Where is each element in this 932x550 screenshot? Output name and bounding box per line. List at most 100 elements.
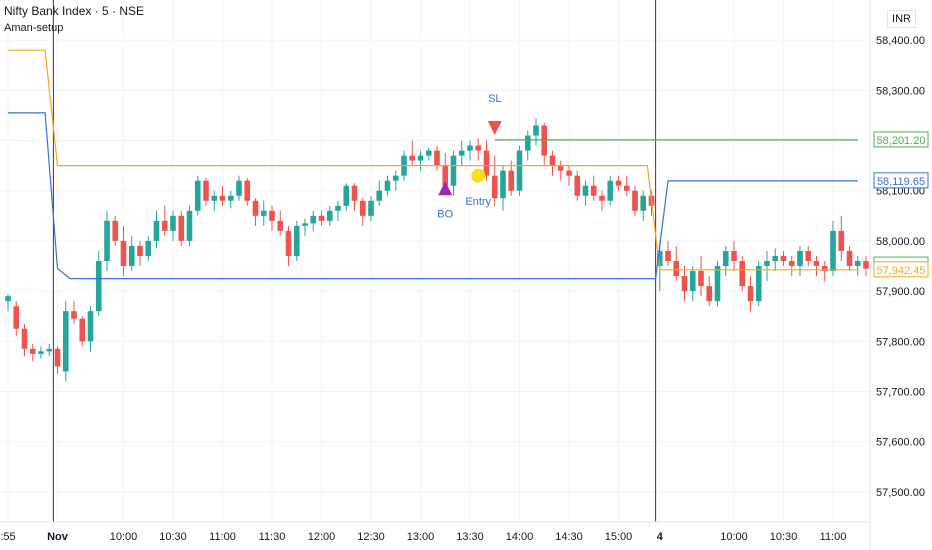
candle-body (417, 155, 424, 161)
candle-body (582, 185, 589, 196)
candle (244, 178, 251, 206)
candle (681, 266, 688, 302)
candle (368, 195, 374, 221)
candle (500, 165, 506, 211)
candle-body (442, 165, 449, 186)
candle-body (145, 240, 152, 256)
candle-body (698, 271, 704, 287)
candle-body (5, 296, 11, 302)
candle-body (491, 175, 498, 199)
x-tick-label: 11:00 (820, 531, 847, 543)
candle (706, 276, 713, 307)
candle-body (665, 250, 671, 261)
x-tick-label: 12:30 (357, 531, 385, 543)
candle (211, 190, 218, 211)
candle-body (516, 150, 523, 191)
candle (772, 248, 779, 272)
price-label-text: 58,201.20 (877, 135, 926, 147)
candle (293, 220, 300, 261)
candle (788, 255, 795, 277)
candle-body (500, 170, 506, 199)
candle (194, 175, 201, 216)
candle-body (863, 261, 869, 269)
candle-body (533, 125, 539, 136)
candle-body (260, 210, 267, 216)
price-axis[interactable]: 58,400.0058,300.0058,200.0058,100.0058,0… (876, 35, 925, 499)
candle-body (722, 250, 729, 267)
candle-body (450, 155, 457, 186)
candle-body (46, 348, 53, 352)
candle (590, 175, 597, 201)
candle (21, 323, 28, 357)
candle-body (326, 210, 333, 221)
candle (821, 261, 828, 282)
candle (87, 306, 94, 352)
candle (29, 343, 36, 362)
candle-body (508, 170, 515, 191)
candle (541, 122, 548, 166)
candle-body (574, 175, 581, 196)
candle (310, 210, 317, 231)
candle (335, 200, 341, 221)
candle-body (425, 150, 432, 156)
candle-body (161, 220, 168, 231)
candle (722, 245, 729, 277)
candle-body (846, 250, 853, 267)
time-axis[interactable]: :55 Nov 10:00 10:30 11:00 11:30 12:00 12:30 13:0… (0, 531, 846, 543)
candle-body (310, 215, 317, 224)
candle (434, 145, 440, 171)
candle-body (170, 215, 176, 231)
candle-body (524, 135, 531, 151)
candle (392, 170, 399, 191)
candle-body (203, 180, 209, 201)
candle (186, 205, 193, 246)
x-tick-label: 15:00 (605, 531, 633, 543)
candle (599, 190, 605, 211)
candle (326, 205, 333, 226)
candle-body (788, 261, 795, 267)
candle-body (813, 261, 820, 267)
y-tick-label: 58,300.00 (876, 85, 925, 97)
candle-body (805, 250, 812, 261)
candle-body (615, 180, 622, 186)
candle (79, 316, 86, 347)
price-label-box (873, 131, 929, 148)
candle-body (302, 223, 308, 226)
y-tick-label: 57,500.00 (876, 487, 925, 499)
candle (170, 210, 176, 241)
candle (38, 346, 44, 359)
candle (203, 178, 209, 206)
candle-body (681, 276, 688, 292)
candle-body (79, 318, 86, 342)
x-tick-label: 13:30 (456, 531, 484, 543)
candle-body (128, 245, 135, 267)
candle-body (21, 328, 28, 349)
candle (846, 245, 853, 272)
candle (805, 245, 812, 267)
y-tick-label: 57,900.00 (876, 286, 925, 298)
candle-body (747, 286, 754, 302)
price-label-text: 58,119.65 (877, 176, 925, 188)
candle-body (186, 210, 193, 241)
candle-body (483, 150, 490, 176)
candle-body (376, 190, 383, 201)
candle-body (838, 230, 845, 251)
x-tick-label: 10:30 (159, 531, 187, 543)
candle (95, 250, 102, 317)
candle (838, 215, 845, 261)
candle (359, 198, 366, 226)
candle (112, 215, 119, 246)
candle (549, 150, 556, 176)
candle (830, 220, 836, 277)
currency-label[interactable]: INR (887, 10, 916, 28)
candle (508, 160, 515, 196)
candle (566, 165, 572, 186)
candle-body (731, 250, 737, 261)
candle-body (739, 261, 746, 287)
candle (450, 150, 457, 196)
price-label-box (873, 172, 929, 189)
candle (71, 301, 77, 324)
candle-body (797, 250, 803, 267)
candle (260, 200, 267, 226)
